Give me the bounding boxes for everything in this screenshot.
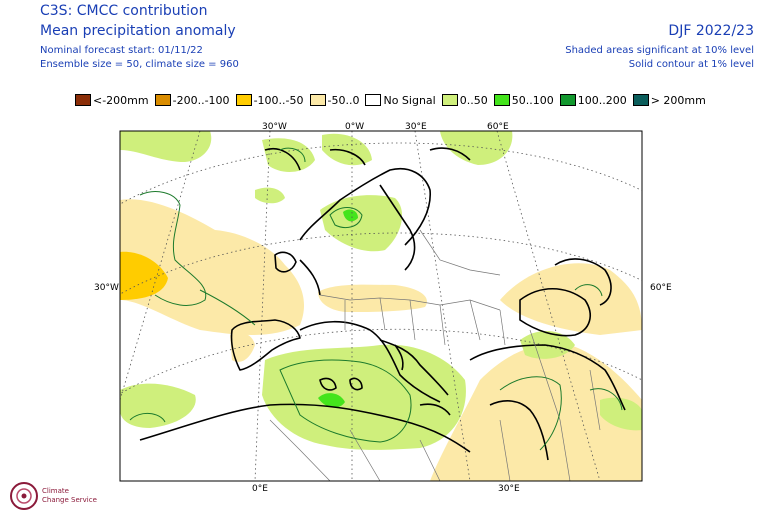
- copernicus-logo: Climate Change Service: [6, 476, 116, 516]
- legend-swatch: [75, 94, 91, 106]
- wet-region-scandinavia: [320, 195, 403, 252]
- wet-region-greenland: [262, 138, 315, 172]
- strong-dry-region-atlantic: [120, 251, 168, 300]
- legend-item: No Signal: [365, 93, 436, 107]
- map-frame: [119, 130, 643, 482]
- legend-label: 100..200: [577, 93, 627, 107]
- graticule: [120, 131, 642, 481]
- legend-label: No Signal: [383, 93, 436, 107]
- color-legend: <-200mm -200..-100 -100..-50 -50..0 No Signa…: [75, 92, 712, 108]
- lat-label-right: 60°E: [650, 283, 672, 293]
- title-line-1: C3S: CMCC contribution: [40, 3, 208, 19]
- significance-contours: [129, 147, 623, 451]
- legend-label: -200..-100: [172, 93, 230, 107]
- dry-region-iberia: [230, 332, 255, 362]
- legend-label: 50..100: [511, 93, 554, 107]
- lon-label-top-60e: 60°E: [487, 122, 509, 132]
- wet-region-atlantic-south: [120, 383, 196, 428]
- logo-line-1: Climate: [42, 487, 69, 495]
- legend-swatch: [493, 94, 510, 106]
- legend-item: -100..-50: [235, 93, 304, 107]
- legend-item: -50..0: [309, 93, 360, 107]
- lon-label-top-30e: 30°E: [405, 122, 427, 132]
- forecast-start-text: Nominal forecast start: 01/11/22: [40, 45, 203, 56]
- legend-item: > 200mm: [632, 93, 706, 107]
- legend-swatch: [309, 94, 326, 106]
- season-label: DJF 2022/23: [668, 23, 754, 39]
- lat-label-left: 30°W: [94, 283, 119, 293]
- legend-item: 100..200: [559, 93, 627, 107]
- legend-swatch: [154, 94, 171, 106]
- wet-region-arctic: [440, 131, 513, 165]
- wet-region-north-atlantic: [120, 131, 212, 162]
- legend-label: -50..0: [327, 93, 360, 107]
- lon-label-bottom-30e: 30°E: [498, 484, 520, 494]
- legend-swatch: [365, 94, 382, 106]
- strong-wet-region-mediterranean: [318, 393, 345, 408]
- lon-label-bottom-0e: 0°E: [252, 484, 268, 494]
- logo-line-2: Change Service: [42, 496, 97, 504]
- copernicus-logo-icon: Climate Change Service: [10, 482, 97, 510]
- anomaly-field: [120, 131, 642, 481]
- title-line-2: Mean precipitation anomaly: [40, 23, 236, 39]
- dry-region-middle-east: [430, 343, 642, 481]
- legend-item: 50..100: [493, 93, 554, 107]
- dry-region-east: [500, 263, 642, 335]
- legend-item: -200..-100: [154, 93, 230, 107]
- lon-label-top-0w: 0°W: [345, 122, 364, 132]
- lon-label-top-30w: 30°W: [262, 122, 287, 132]
- shaded-significance-note: Shaded areas significant at 10% level: [565, 45, 754, 56]
- legend-swatch: [632, 94, 649, 106]
- legend-label: <-200mm: [93, 93, 149, 107]
- legend-swatch: [235, 94, 252, 106]
- legend-item: 0..50: [441, 93, 488, 107]
- wet-region-west-gap: [255, 187, 285, 204]
- legend-item: <-200mm: [75, 94, 149, 107]
- legend-swatch: [441, 94, 458, 106]
- legend-label: 0..50: [459, 93, 488, 107]
- wet-region-east-edge: [600, 397, 642, 431]
- strong-wet-region-norway: [343, 209, 358, 222]
- ensemble-size-text: Ensemble size = 50, climate size = 960: [40, 59, 239, 70]
- legend-label: -100..-50: [253, 93, 304, 107]
- coastlines: [139, 147, 626, 461]
- dry-region-west-top: [195, 231, 240, 249]
- contour-significance-note: Solid contour at 1% level: [628, 59, 754, 70]
- legend-label: > 200mm: [650, 93, 706, 107]
- legend-swatch: [559, 94, 576, 106]
